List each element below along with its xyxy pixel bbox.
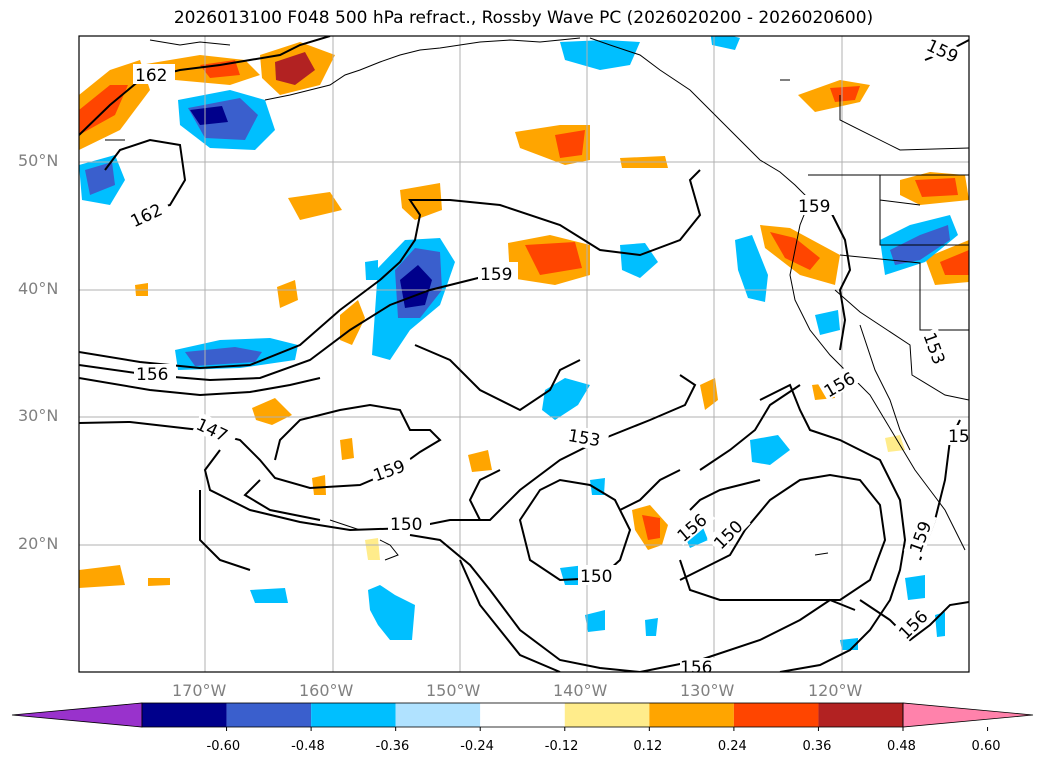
contour-label: 159 bbox=[480, 265, 512, 285]
positive-anomaly bbox=[79, 565, 125, 588]
negative-anomaly bbox=[250, 588, 288, 603]
positive-anomaly bbox=[275, 52, 315, 85]
map-frame bbox=[78, 35, 970, 673]
lat-label: 30°N bbox=[18, 406, 59, 425]
lon-label: 120°W bbox=[808, 681, 863, 700]
positive-anomaly bbox=[642, 515, 660, 540]
positive-anomaly bbox=[915, 178, 958, 197]
negative-anomaly bbox=[585, 610, 605, 632]
positive-anomaly bbox=[830, 86, 860, 102]
lon-label: 140°W bbox=[553, 681, 608, 700]
contour-label: 15 bbox=[948, 427, 970, 447]
colorbar-extend-min bbox=[11, 702, 143, 728]
positive-anomaly bbox=[252, 398, 292, 425]
lat-label: 40°N bbox=[18, 279, 59, 298]
negative-anomaly bbox=[542, 378, 590, 420]
negative-anomaly bbox=[710, 36, 740, 50]
negative-anomaly bbox=[645, 618, 658, 636]
negative-anomaly bbox=[365, 260, 378, 280]
contour-label: 156 bbox=[680, 658, 712, 678]
colorbar-segment bbox=[480, 703, 565, 727]
lon-label: 150°W bbox=[426, 681, 481, 700]
negative-anomaly bbox=[85, 162, 115, 195]
negative-anomaly bbox=[815, 310, 840, 335]
colorbar-segments bbox=[11, 702, 1034, 731]
positive-anomaly bbox=[288, 192, 342, 220]
map-content: 162 162 159 156 147 159 150 153 159 156 … bbox=[79, 36, 970, 678]
lat-label: 50°N bbox=[18, 151, 59, 170]
colorbar-segment bbox=[226, 703, 312, 727]
lat-label: 20°N bbox=[18, 534, 59, 553]
contour-labels: 162 162 159 156 147 159 150 153 159 156 … bbox=[125, 36, 970, 678]
colorbar-segment bbox=[649, 703, 734, 727]
colorbar-tick-label: 0.24 bbox=[717, 739, 747, 754]
positive-anomaly bbox=[148, 578, 170, 586]
map-panel: 162 162 159 156 147 159 150 153 159 156 … bbox=[78, 35, 970, 678]
positive-anomaly bbox=[340, 438, 354, 460]
positive-anomaly bbox=[200, 60, 240, 78]
colorbar-segment bbox=[395, 703, 481, 727]
positive-anomaly bbox=[312, 475, 326, 495]
colorbar-tick-label: 0.60 bbox=[971, 739, 1001, 754]
colorbar-extend-max bbox=[902, 702, 1034, 728]
negative-anomaly bbox=[735, 235, 768, 302]
positive-anomaly bbox=[277, 280, 298, 308]
negative-anomaly bbox=[368, 585, 415, 640]
lon-label: 130°W bbox=[680, 681, 735, 700]
colorbar-tick-label: -0.48 bbox=[291, 739, 325, 754]
positive-anomaly bbox=[400, 183, 442, 220]
colorbar-tick-label: 0.12 bbox=[633, 739, 663, 754]
positive-anomaly bbox=[885, 435, 905, 452]
colorbar-segment bbox=[311, 703, 396, 727]
negative-anomaly bbox=[905, 575, 925, 600]
contour-label: 156 bbox=[136, 365, 168, 385]
positive-anomaly bbox=[468, 450, 492, 472]
negative-anomaly bbox=[750, 435, 790, 465]
coastlines bbox=[105, 37, 969, 561]
refractivity-contours bbox=[79, 36, 969, 672]
negative-anomaly bbox=[185, 347, 262, 366]
graticule bbox=[79, 36, 969, 672]
colorbar-segment bbox=[733, 703, 819, 727]
colorbar-segment bbox=[818, 703, 903, 727]
colorbar-tick-label: -0.24 bbox=[460, 739, 494, 754]
colorbar-tick-label: 0.36 bbox=[802, 739, 832, 754]
positive-anomaly bbox=[940, 250, 969, 275]
negative-anomaly bbox=[190, 106, 228, 125]
colorbar-tick-label: -0.36 bbox=[375, 739, 410, 754]
contour-label: 150 bbox=[390, 515, 422, 535]
positive-anomaly bbox=[525, 242, 582, 275]
colorbar-tick-label: -0.60 bbox=[206, 739, 241, 754]
contour-label: 162 bbox=[135, 66, 167, 86]
colorbar-tick-label: -0.12 bbox=[544, 739, 579, 754]
contour-label: 150 bbox=[580, 567, 612, 587]
colorbar-segment bbox=[564, 703, 650, 727]
contour-label: 159 bbox=[798, 197, 830, 217]
lon-label: 160°W bbox=[299, 681, 354, 700]
negative-anomaly bbox=[560, 40, 640, 70]
positive-anomaly bbox=[555, 130, 585, 158]
colorbar-outline bbox=[141, 702, 904, 728]
colorbar-tick-label: 0.48 bbox=[887, 739, 916, 754]
colorbar-segment bbox=[142, 703, 227, 727]
map-title: 2026013100 F048 500 hPa refract., Rossby… bbox=[173, 8, 874, 28]
positive-anomaly bbox=[365, 538, 380, 560]
lon-label: 170°W bbox=[172, 681, 227, 700]
